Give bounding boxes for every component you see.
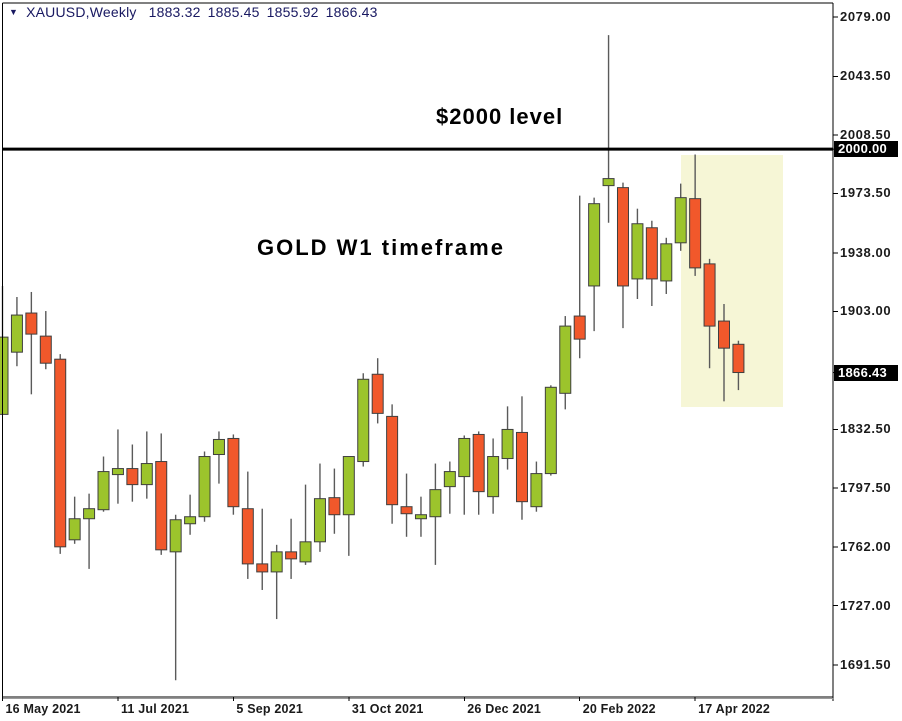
bear-candle-body <box>39 335 52 364</box>
level-text-annotation: $2000 level <box>436 104 564 129</box>
bull-candle-body <box>140 463 153 486</box>
bear-candle-body <box>400 506 413 515</box>
bear-candle-body <box>703 263 716 327</box>
bull-candle-body <box>429 489 442 518</box>
bear-candle-body <box>256 563 269 573</box>
bull-candle-body <box>169 519 182 553</box>
x-axis-label: 20 Feb 2022 <box>582 702 656 716</box>
bear-candle-body <box>371 373 384 414</box>
timeframe-text-annotation: GOLD W1 timeframe <box>257 235 505 260</box>
bear-candle-body <box>616 187 629 287</box>
bull-candle-body <box>270 551 283 573</box>
bear-candle-body <box>386 415 399 506</box>
bull-candle-body <box>530 473 543 508</box>
y-axis-label: 1903.00 <box>840 303 892 319</box>
bull-candle-body <box>97 471 110 511</box>
bull-candle-body <box>342 456 355 516</box>
bull-candle-body <box>83 508 96 520</box>
x-axis-label: 17 Apr 2022 <box>698 702 771 716</box>
ohlc-low-value: 1855.92 <box>266 4 319 20</box>
bull-candle-body <box>443 471 456 488</box>
bull-candle-body <box>631 223 644 280</box>
bull-candle-body <box>68 518 81 541</box>
y-axis-label: 2043.50 <box>840 68 892 84</box>
y-axis-label: 1832.50 <box>840 421 892 437</box>
bear-candle-body <box>573 315 586 340</box>
highlight-region <box>681 155 783 407</box>
bull-candle-body <box>674 197 687 244</box>
y-axis-label: 1973.50 <box>840 185 892 201</box>
bear-candle-body <box>328 497 341 516</box>
bull-candle-body <box>111 468 124 476</box>
bull-candle-body <box>501 428 514 460</box>
bull-candle-body <box>602 178 615 187</box>
x-axis-label: 16 May 2021 <box>5 702 81 716</box>
bull-candle-body <box>198 456 211 518</box>
bull-candle-body <box>184 516 197 525</box>
bull-candle-body <box>544 386 557 475</box>
bull-candle-body <box>559 325 572 394</box>
bull-candle-body <box>588 203 601 287</box>
bear-candle-body <box>732 343 745 374</box>
ohlc-high-value: 1885.45 <box>207 4 260 20</box>
bull-candle-body <box>0 336 9 415</box>
y-axis-label: 2079.00 <box>840 9 892 25</box>
bear-candle-body <box>689 198 702 269</box>
bull-candle-body <box>299 541 312 563</box>
bear-candle-body <box>285 551 298 560</box>
bear-candle-body <box>126 468 139 486</box>
bear-candle-body <box>227 437 240 508</box>
x-axis-label: 5 Sep 2021 <box>236 702 304 716</box>
symbol-timeframe-label: XAUUSD,Weekly <box>26 4 137 20</box>
x-axis-label: 11 Jul 2021 <box>120 702 190 716</box>
chart-header: ▼ XAUUSD,Weekly 1883.32 1885.45 1855.92 … <box>9 3 385 21</box>
bear-candle-body <box>472 433 485 493</box>
bear-candle-body <box>718 320 730 349</box>
dropdown-arrow-icon[interactable]: ▼ <box>9 7 19 17</box>
bull-candle-body <box>357 378 370 463</box>
bull-candle-body <box>458 437 471 478</box>
ohlc-open-value: 1883.32 <box>148 4 201 20</box>
y-axis-label: 1762.00 <box>840 539 892 555</box>
bear-candle-body <box>515 431 528 503</box>
bear-candle-body <box>25 312 38 335</box>
ohlc-close-value: 1866.43 <box>325 4 378 20</box>
bull-candle-body <box>10 314 23 353</box>
x-axis-label: 26 Dec 2021 <box>467 702 542 716</box>
x-axis-label: 31 Oct 2021 <box>351 702 424 716</box>
y-axis-label: 1797.50 <box>840 479 892 495</box>
y-axis-label: 1727.00 <box>840 597 892 613</box>
bear-candle-body <box>54 358 67 548</box>
bear-candle-body <box>645 227 658 280</box>
bull-candle-body <box>414 514 427 520</box>
y-axis-label: 1938.00 <box>840 244 892 260</box>
bear-candle-body <box>155 461 168 551</box>
bull-candle-body <box>487 456 500 498</box>
bull-candle-body <box>313 498 326 543</box>
level-line-price-label: 2000.00 <box>834 141 898 158</box>
bear-candle-body <box>241 508 254 565</box>
bull-candle-body <box>212 438 225 456</box>
bull-candle-body <box>660 243 673 282</box>
current-price-label: 1866.43 <box>834 364 898 381</box>
y-axis-label: 2008.50 <box>840 126 892 142</box>
y-axis-label: 1691.50 <box>840 657 892 673</box>
